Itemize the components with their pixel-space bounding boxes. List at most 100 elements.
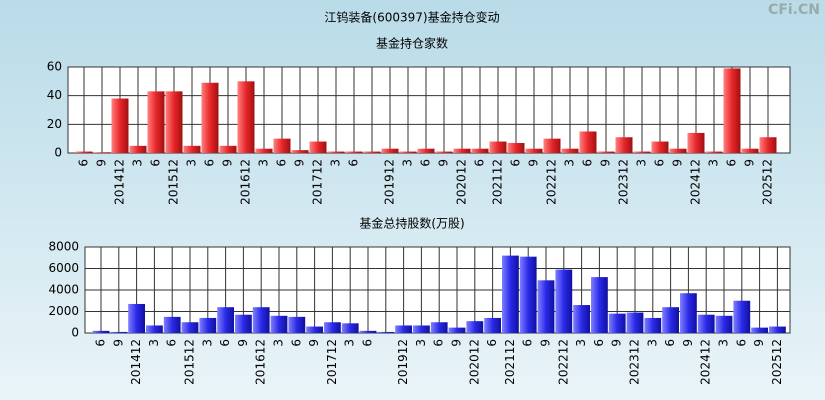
y-tick-label: 0: [71, 326, 79, 340]
bar: [430, 322, 448, 333]
x-tick-label: 201712: [325, 339, 339, 385]
bar: [519, 256, 537, 333]
x-tick-label: 9: [307, 339, 321, 347]
bar: [413, 325, 430, 333]
bar: [543, 138, 561, 153]
bar: [345, 151, 363, 153]
bar: [471, 148, 489, 153]
bar: [111, 98, 129, 153]
x-tick-label: 9: [95, 159, 109, 167]
bar: [597, 151, 615, 153]
x-tick-label: 9: [236, 339, 250, 347]
bar: [537, 280, 555, 333]
x-tick-label: 3: [147, 339, 161, 347]
bar: [448, 327, 466, 333]
bar: [291, 150, 309, 153]
bar: [615, 137, 633, 153]
bar: [252, 307, 270, 333]
bar: [217, 307, 234, 333]
page-title: 江钨装备(600397)基金持仓变动: [324, 10, 499, 25]
x-tick-label: 9: [681, 339, 695, 347]
x-tick-label: 6: [581, 159, 595, 167]
bar: [270, 315, 288, 333]
chart-title: 基金总持股数(万股): [359, 216, 464, 231]
x-tick-label: 202512: [761, 159, 775, 205]
x-tick-label: 3: [707, 159, 721, 167]
x-tick-label: 9: [743, 159, 757, 167]
bar: [705, 151, 723, 153]
bar: [219, 145, 237, 153]
bar: [399, 151, 417, 153]
x-tick-label: 3: [401, 159, 415, 167]
bar: [324, 322, 341, 333]
x-tick-label: 9: [610, 339, 624, 347]
x-tick-label: 3: [185, 159, 199, 167]
x-tick-label: 202312: [617, 159, 631, 205]
x-tick-label: 202312: [628, 339, 642, 385]
bar: [723, 68, 741, 153]
bar: [769, 326, 786, 333]
x-tick-label: 6: [653, 159, 667, 167]
y-tick-label: 2000: [48, 304, 79, 318]
x-tick-label: 6: [592, 339, 606, 347]
bar: [435, 151, 453, 153]
bar: [237, 81, 255, 153]
x-tick-label: 9: [221, 159, 235, 167]
bar: [201, 82, 219, 153]
bar: [507, 142, 525, 153]
x-tick-label: 3: [343, 339, 357, 347]
watermark: CFi.CN: [768, 2, 820, 18]
y-tick-label: 60: [47, 60, 62, 74]
x-tick-label: 6: [149, 159, 163, 167]
bar: [181, 322, 199, 333]
x-tick-label: 9: [599, 159, 613, 167]
bar: [381, 148, 399, 153]
y-tick-label: 4000: [48, 283, 79, 297]
bar: [147, 91, 165, 153]
x-tick-label: 3: [563, 159, 577, 167]
bar: [733, 300, 751, 333]
x-tick-label: 202212: [556, 339, 570, 385]
x-tick-label: 3: [645, 339, 659, 347]
x-tick-label: 201612: [239, 159, 253, 205]
bar: [626, 312, 644, 333]
x-tick-label: 6: [361, 339, 375, 347]
y-tick-label: 0: [54, 146, 62, 160]
x-tick-label: 201512: [167, 159, 181, 205]
bar: [309, 141, 327, 153]
x-tick-label: 201712: [311, 159, 325, 205]
bar: [377, 331, 395, 333]
x-tick-label: 201612: [254, 339, 268, 385]
bar: [466, 321, 484, 333]
x-tick-label: 9: [527, 159, 541, 167]
bar: [288, 316, 306, 333]
y-tick-label: 20: [47, 117, 62, 131]
x-tick-label: 3: [717, 339, 731, 347]
bar: [759, 137, 777, 153]
bar: [662, 307, 679, 333]
x-tick-label: 202012: [455, 159, 469, 205]
bar: [573, 305, 590, 333]
x-tick-label: 9: [752, 339, 766, 347]
x-tick-label: 6: [165, 339, 179, 347]
bar: [651, 141, 669, 153]
bar: [128, 303, 145, 333]
x-tick-label: 9: [111, 339, 125, 347]
bar: [341, 323, 359, 333]
x-tick-label: 9: [539, 339, 553, 347]
x-tick-label: 3: [635, 159, 649, 167]
x-tick-label: 3: [272, 339, 286, 347]
x-tick-label: 6: [725, 159, 739, 167]
x-tick-label: 3: [257, 159, 271, 167]
bar: [741, 148, 759, 153]
x-tick-label: 3: [574, 339, 588, 347]
x-tick-label: 6: [77, 159, 91, 167]
bar: [715, 315, 733, 333]
bar: [644, 317, 662, 333]
chart-title: 基金持仓家数: [376, 36, 448, 51]
bar: [306, 326, 323, 333]
x-tick-label: 201412: [129, 339, 143, 385]
x-tick-label: 9: [293, 159, 307, 167]
x-tick-label: 6: [203, 159, 217, 167]
